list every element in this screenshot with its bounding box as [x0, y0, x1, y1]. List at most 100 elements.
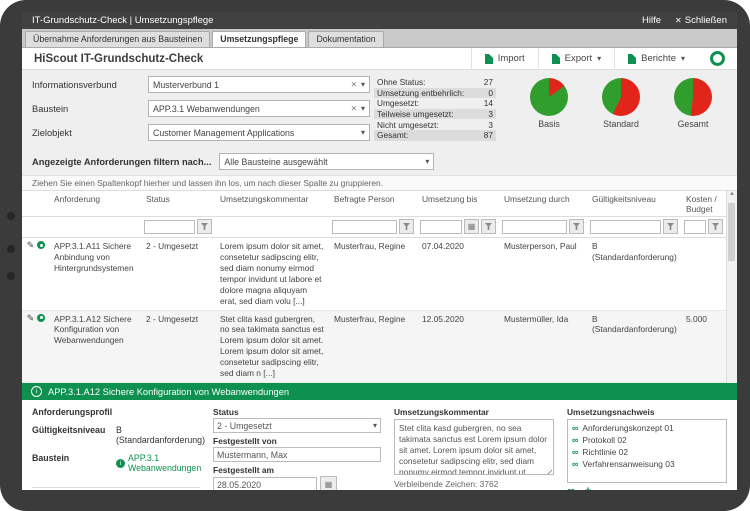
attachment-link-icon: ∞	[572, 434, 579, 445]
detail-field-1: Status 2 - Umgesetzt ▾	[213, 407, 381, 434]
filter-funnel-button[interactable]	[481, 219, 496, 234]
edit-icon[interactable]: ✎	[26, 312, 35, 323]
row-cell-2: 2 - Umgesetzt	[146, 241, 199, 251]
tab-3[interactable]: Dokumentation	[308, 31, 384, 47]
attachment-item[interactable]: ∞ Anforderungskonzept 01	[572, 423, 722, 433]
column-header-8[interactable]: Kosten / Budget	[686, 194, 717, 214]
column-header-1[interactable]: Anforderung	[54, 194, 101, 204]
filter-select-1[interactable]: Musterverbund 1 ✕ ▾	[148, 76, 370, 93]
bezel-button-1	[7, 212, 15, 220]
grid-header-row: Anforderung Status Umsetzungskommentar Befr…	[22, 191, 727, 217]
column-filter-input[interactable]	[332, 219, 397, 234]
status-label: Umsetzung entbehrlich:	[377, 87, 465, 98]
toolbar-button-label: Berichte	[641, 53, 676, 64]
page-title: HiScout IT-Grundschutz-Check	[34, 52, 204, 65]
detail-field-3: Festgestellt am 28.05.2020 ▦	[213, 465, 381, 490]
filter-select-2[interactable]: APP.3.1 Webanwendungen ✕ ▾	[148, 100, 370, 117]
detail-comment-column: Umsetzungskommentar Stet clita kasd gube…	[394, 407, 554, 490]
column-header-2[interactable]: Status	[146, 194, 170, 204]
attachment-item[interactable]: ∞ Protokoll 02	[572, 435, 722, 445]
toolbar-button-3[interactable]: Berichte ▾	[614, 48, 698, 69]
column-filter-input[interactable]	[502, 219, 567, 234]
requirements-grid: Anforderung Status Umsetzungskommentar Befr…	[22, 191, 737, 384]
field-label: Festgestellt von	[213, 436, 277, 447]
column-filter-8	[682, 219, 727, 234]
filter-funnel-button[interactable]	[663, 219, 678, 234]
status-count: 3	[488, 109, 493, 120]
toolbar: HiScout IT-Grundschutz-Check Import Expor…	[22, 48, 737, 70]
row-cell-6: Mustermüller, Ida	[504, 313, 569, 324]
tab-strip: Übernahme Anforderungen aus Bausteinen Um…	[22, 29, 737, 48]
attachment-link-icon: ∞	[572, 446, 579, 457]
filter-row-3: Zielobjekt Customer Management Applicatio…	[32, 124, 374, 141]
filter-form: Informationsverbund Musterverbund 1 ✕ ▾ Baus…	[32, 76, 374, 148]
quick-info-icon[interactable]	[710, 51, 725, 66]
filter-row-2: Baustein APP.3.1 Webanwendungen ✕ ▾	[32, 100, 374, 117]
header-icons-column	[22, 191, 50, 216]
text-input[interactable]: Mustermann, Max	[213, 447, 381, 463]
calendar-icon[interactable]: ▦	[320, 476, 337, 490]
close-link[interactable]: ✕ Schließen	[675, 15, 727, 26]
toolbar-button-1[interactable]: Import	[470, 48, 538, 69]
kommentar-textarea[interactable]: Stet clita kasd gubergren, no sea takima…	[394, 419, 554, 476]
status-summary-row: Teilweise umgesetzt: 3	[374, 108, 496, 120]
column-header-7[interactable]: Gültigkeitsniveau	[592, 194, 656, 204]
column-filter-input[interactable]	[590, 219, 661, 234]
calendar-icon[interactable]: ▦	[464, 219, 479, 234]
pie-label: Gesamt	[677, 119, 709, 129]
filter-select-3[interactable]: Customer Management Applications ▾	[148, 124, 370, 141]
table-row[interactable]: ✎ APP.3.1.A11 Sichere Anbindung von Hinte…	[22, 238, 727, 311]
link-icon[interactable]: ∞	[567, 486, 575, 490]
status-pie-charts: Basis Standard Gesamt	[496, 78, 727, 148]
chevron-down-icon: ▾	[425, 157, 430, 166]
tab-1[interactable]: Übernahme Anforderungen aus Bausteinen	[25, 31, 211, 47]
bausteine-filter-select[interactable]: Alle Bausteine ausgewählt ▾	[219, 153, 435, 170]
baustein-link[interactable]: i APP.3.1 Webanwendungen	[116, 453, 201, 473]
filter-funnel-button[interactable]	[569, 219, 584, 234]
clear-icon[interactable]: ✕	[350, 104, 357, 113]
attachment-name: Verfahrensanweisung 03	[582, 459, 675, 470]
column-header-3[interactable]: Umsetzungskommentar	[220, 194, 309, 204]
funnel-icon	[712, 223, 719, 230]
status-select[interactable]: 2 - Umgesetzt ▾	[213, 418, 381, 434]
pie-label: Standard	[603, 119, 639, 129]
filter-funnel-button[interactable]	[708, 219, 723, 234]
attachment-item[interactable]: ∞ Richtlinie 02	[572, 447, 722, 457]
info-icon: i	[31, 386, 42, 398]
requirements-filter-bar: Angezeigte Anforderungen filtern nach...…	[22, 152, 737, 175]
status-summary-row: Umgesetzt: 14	[374, 98, 496, 109]
status-count: 0	[488, 87, 493, 98]
field-value: 28.05.2020	[217, 479, 262, 490]
filter-label: Informationsverbund	[32, 79, 117, 90]
filter-funnel-button[interactable]	[197, 219, 212, 234]
table-row[interactable]: ✎ APP.3.1.A12 Sichere Konfiguration von W…	[22, 310, 727, 384]
date-input[interactable]: 28.05.2020	[213, 477, 317, 490]
bezel-button-2	[7, 245, 15, 253]
chevron-down-icon: ▾	[360, 104, 365, 113]
add-attachment-icon[interactable]: +	[585, 486, 591, 490]
filter-label: Baustein	[32, 103, 69, 114]
row-cell-5: 12.05.2020	[422, 313, 464, 324]
scrollbar-thumb[interactable]	[728, 203, 735, 261]
app-title: IT-Grundschutz-Check | Umsetzungspflege	[32, 15, 214, 26]
grid-scrollbar[interactable]: ▲	[726, 191, 737, 384]
column-filter-input[interactable]	[144, 219, 195, 234]
calendar-glyph: ▦	[467, 221, 476, 231]
column-filter-input[interactable]	[420, 219, 462, 234]
filter-section: Informationsverbund Musterverbund 1 ✕ ▾ Baus…	[22, 70, 737, 152]
status-summary: Ohne Status: 27 Umsetzung entbehrlich: 0 Umg…	[374, 77, 496, 148]
attachments-box: ∞ Anforderungskonzept 01 ∞ Protokoll 02 ∞ Ric…	[567, 419, 727, 484]
column-filter-2	[142, 219, 216, 234]
clear-icon[interactable]: ✕	[350, 80, 357, 89]
tab-2[interactable]: Umsetzungspflege	[212, 31, 307, 47]
column-header-6[interactable]: Umsetzung durch	[504, 194, 570, 204]
edit-icon[interactable]: ✎	[26, 240, 35, 250]
help-link[interactable]: Hilfe	[642, 15, 662, 26]
filter-funnel-button[interactable]	[399, 219, 414, 234]
column-filter-input[interactable]	[684, 219, 706, 234]
attachment-item[interactable]: ∞ Verfahrensanweisung 03	[572, 459, 722, 469]
toolbar-button-2[interactable]: Export ▾	[537, 48, 614, 69]
column-header-5[interactable]: Umsetzung bis	[422, 194, 478, 204]
column-header-4[interactable]: Befragte Person	[334, 194, 395, 204]
